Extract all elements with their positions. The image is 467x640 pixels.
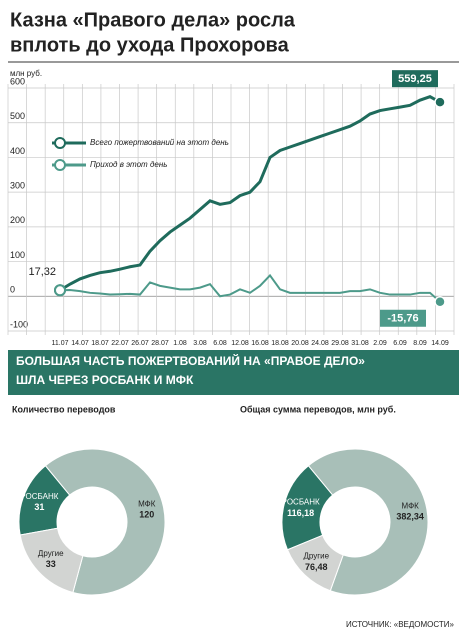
- donut-title: Общая сумма переводов, млн руб.: [240, 404, 396, 414]
- section-title: ШЛА ЧЕРЕЗ РОСБАНК И МФК: [16, 373, 194, 387]
- donut-segment: [19, 527, 84, 594]
- end-marker: [434, 296, 446, 308]
- legend-label: Всего пожертвований на этот день: [90, 138, 229, 147]
- x-tick-label: 14.09: [431, 340, 449, 347]
- y-tick-label: 300: [10, 181, 25, 191]
- value-label: 559,25: [398, 73, 432, 85]
- segment-label: МФК: [138, 499, 156, 508]
- value-label-box: [392, 70, 438, 88]
- end-marker: [434, 96, 446, 108]
- x-tick-label: 16.08: [251, 340, 269, 347]
- segment-value: 31: [34, 502, 44, 512]
- segment-label: РОСБАНК: [20, 492, 58, 501]
- value-label-box: [380, 309, 426, 327]
- segment-value: 120: [139, 510, 154, 520]
- y-tick-label: 600: [10, 76, 25, 86]
- x-tick-label: 24.08: [311, 340, 329, 347]
- x-tick-label: 18.07: [91, 340, 109, 347]
- segment-label: РОСБАНК: [282, 498, 320, 507]
- segment-label: Другие: [38, 549, 64, 558]
- source: ИСТОЧНИК: «ВЕДОМОСТИ»: [346, 620, 455, 629]
- x-tick-label: 11.07: [52, 340, 69, 347]
- legend-marker: [54, 137, 66, 149]
- x-tick-label: 20.08: [291, 340, 309, 347]
- value-label: 17,32: [28, 266, 56, 278]
- donut-segment: [44, 448, 166, 596]
- x-tick-label: 18.08: [271, 340, 289, 347]
- start-marker: [54, 284, 66, 297]
- title-line: вплоть до ухода Прохорова: [10, 34, 290, 56]
- x-tick-label: 1.08: [173, 340, 187, 347]
- y-tick-label: 100: [10, 250, 25, 260]
- value-label: -15,76: [387, 313, 418, 325]
- y-tick-label: 0: [10, 285, 15, 295]
- x-tick-label: 14.07: [71, 340, 89, 347]
- y-tick-label: 200: [10, 215, 25, 225]
- title-line: Казна «Правого дела» росла: [10, 9, 296, 31]
- data-line: [59, 95, 441, 292]
- donut-title: Количество переводов: [12, 404, 116, 414]
- y-tick-label: 400: [10, 146, 25, 156]
- x-tick-label: 2.09: [373, 340, 387, 347]
- section-banner: [8, 350, 459, 395]
- segment-value: 382,34: [396, 512, 424, 522]
- segment-label: Другие: [303, 552, 329, 561]
- legend-marker: [54, 159, 66, 171]
- segment-value: 116,18: [287, 508, 314, 518]
- x-tick-label: 22.07: [111, 340, 129, 347]
- x-tick-label: 6.08: [213, 340, 227, 347]
- segment-label: МФК: [402, 501, 420, 510]
- x-tick-label: 8.09: [413, 340, 427, 347]
- y-tick-label: 500: [10, 111, 25, 121]
- legend-label: Приход в этот день: [90, 160, 167, 169]
- donut-segment: [286, 534, 344, 592]
- segment-value: 33: [46, 559, 56, 569]
- segment-value: 76,48: [305, 562, 328, 572]
- x-tick-label: 29.08: [331, 340, 349, 347]
- donut-segment: [307, 448, 429, 596]
- x-tick-label: 28.07: [151, 340, 169, 347]
- x-tick-label: 6.09: [393, 340, 407, 347]
- x-tick-label: 3.08: [193, 340, 207, 347]
- data-line: [59, 273, 441, 303]
- x-tick-label: 31.08: [351, 340, 369, 347]
- y-label: млн руб.: [10, 69, 42, 78]
- x-tick-label: 26.07: [131, 340, 149, 347]
- y-tick-label: -100: [10, 319, 28, 329]
- section-title: БОЛЬШАЯ ЧАСТЬ ПОЖЕРТВОВАНИЙ НА «ПРАВОЕ Д…: [16, 353, 365, 368]
- x-tick-label: 12.08: [231, 340, 249, 347]
